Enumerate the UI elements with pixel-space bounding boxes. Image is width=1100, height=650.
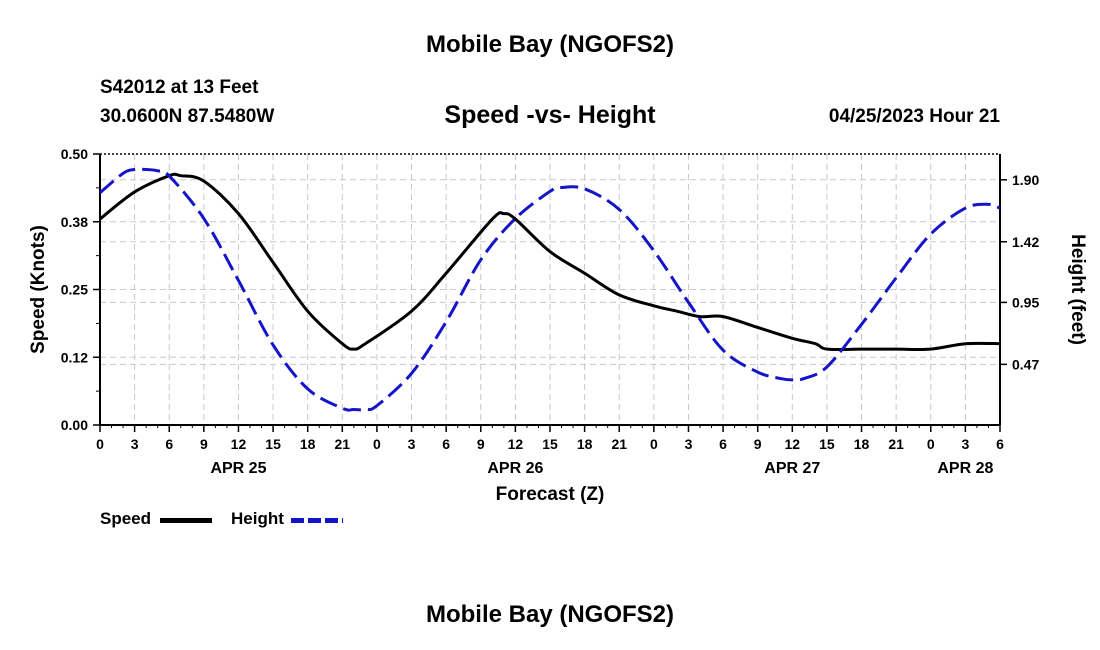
x-axis-title: Forecast (Z) xyxy=(496,484,605,505)
main-title: Mobile Bay (NGOFS2) xyxy=(425,31,675,58)
date-label: APR 25 xyxy=(210,460,266,477)
legend-height-swatch xyxy=(291,518,343,523)
coordinates-label: 30.0600N 87.5480W xyxy=(100,106,275,127)
y-right-axis-title: Height (feet) xyxy=(1067,234,1088,345)
footer-title: Mobile Bay (NGOFS2) xyxy=(425,601,675,628)
legend-height-label: Height xyxy=(231,509,284,528)
x-tick-label: 3 xyxy=(685,436,693,452)
x-tick-label: 21 xyxy=(611,436,627,452)
y-right-tick-label: 0.47 xyxy=(1012,356,1039,372)
series-line-speed xyxy=(99,172,1001,352)
y-left-tick-label: 0.50 xyxy=(61,146,88,162)
x-tick-label: 6 xyxy=(996,436,1004,452)
y-left-tick-label: 0.00 xyxy=(61,417,88,433)
date-label: APR 28 xyxy=(937,460,993,477)
y-left-tick-label: 0.12 xyxy=(61,349,88,365)
x-tick-label: 0 xyxy=(96,436,104,452)
x-tick-label: 15 xyxy=(819,436,835,452)
date-label: APR 27 xyxy=(764,460,820,477)
x-tick-label: 18 xyxy=(854,436,870,452)
x-tick-label: 6 xyxy=(165,436,173,452)
x-tick-label: 9 xyxy=(200,436,208,452)
x-tick-label: 15 xyxy=(265,436,281,452)
x-tick-label: 12 xyxy=(785,436,801,452)
legend-speed-label: Speed xyxy=(100,509,152,528)
chart-title: Speed -vs- Height xyxy=(444,101,656,129)
x-tick-label: 0 xyxy=(373,436,381,452)
x-tick-label: 18 xyxy=(577,436,593,452)
y-left-axis-title: Speed (Knots) xyxy=(28,225,49,354)
y-right-tick-label: 1.90 xyxy=(1012,172,1039,188)
x-tick-label: 0 xyxy=(927,436,935,452)
y-right-tick-label: 1.42 xyxy=(1012,234,1039,250)
y-left-tick-label: 0.25 xyxy=(61,282,88,298)
x-tick-label: 0 xyxy=(650,436,658,452)
x-tick-label: 15 xyxy=(542,436,558,452)
y-left-tick-label: 0.38 xyxy=(61,214,88,230)
x-tick-label: 12 xyxy=(508,436,524,452)
date-label: APR 26 xyxy=(487,460,543,477)
x-tick-label: 6 xyxy=(442,436,450,452)
x-tick-label: 12 xyxy=(231,436,247,452)
series-line-height xyxy=(99,167,1001,412)
x-tick-label: 3 xyxy=(961,436,969,452)
x-tick-label: 21 xyxy=(888,436,904,452)
station-label: S42012 at 13 Feet xyxy=(100,77,259,98)
x-tick-label: 18 xyxy=(300,436,316,452)
x-tick-label: 3 xyxy=(408,436,416,452)
y-right-tick-label: 0.95 xyxy=(1012,294,1039,310)
x-tick-label: 6 xyxy=(719,436,727,452)
legend-speed-swatch xyxy=(160,518,212,523)
x-tick-label: 9 xyxy=(754,436,762,452)
x-tick-label: 3 xyxy=(131,436,139,452)
datetime-label: 04/25/2023 Hour 21 xyxy=(828,106,1000,127)
x-tick-label: 9 xyxy=(477,436,485,452)
x-tick-label: 21 xyxy=(335,436,351,452)
